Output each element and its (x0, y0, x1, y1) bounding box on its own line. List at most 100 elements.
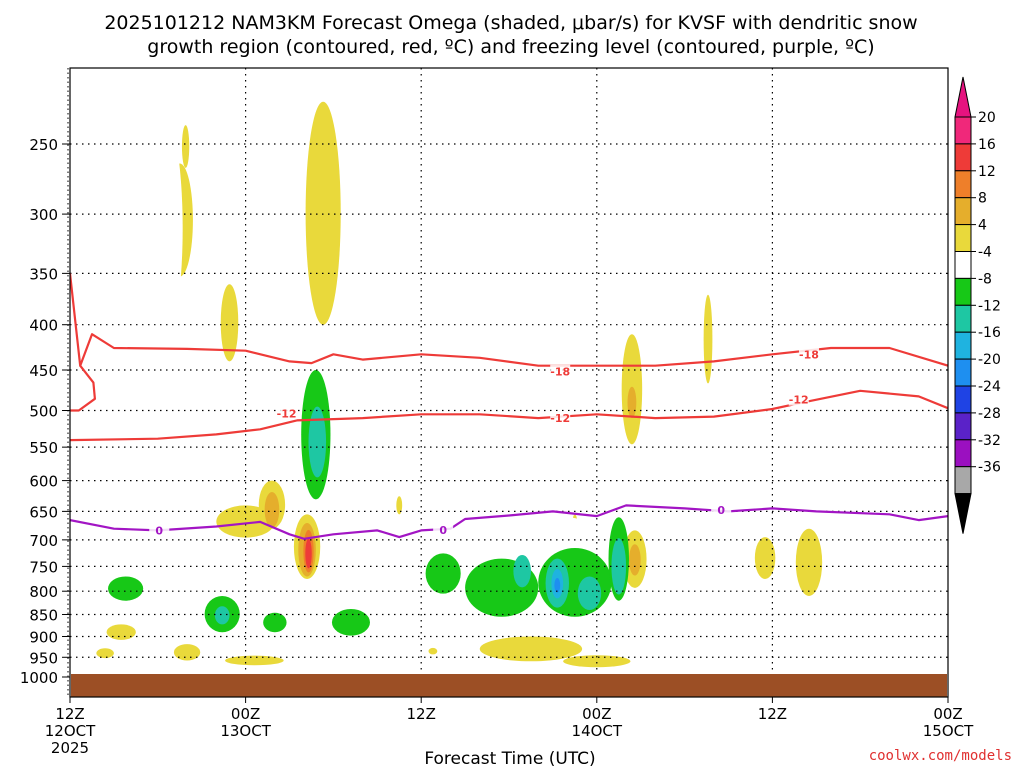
colorbar-swatch-9 (954, 331, 972, 360)
x-tick-label-24-line1: 12Z (407, 705, 436, 723)
colorbar-label-4: 8 (978, 191, 987, 207)
x-axis-label: Forecast Time (UTC) (424, 749, 595, 768)
y-tick-label-300: 300 (29, 206, 58, 224)
omega-cell-49 (378, 554, 385, 568)
x-tick-label-0-line1: 12Z (55, 705, 84, 723)
x-tick-label-0-line2: 12OCT (45, 722, 96, 740)
colorbar: 20 16 12 8 4 -4 -8 -12 -16 -20 -24 -28 -32 -36 (954, 76, 1001, 534)
y-tick-label-250: 250 (29, 136, 58, 154)
colorbar-label-3: 12 (978, 164, 996, 180)
freezing-level-label-3: 0 (717, 504, 725, 517)
gridlines (67, 68, 948, 697)
omega-cell-35 (173, 644, 201, 661)
x-tick-label-36-line1: 00Z (582, 705, 611, 723)
omega-cell-39 (563, 655, 631, 668)
contour-layer: -18 -18 -12 -12 -12 0 0 0 (70, 273, 948, 540)
colorbar-swatch-1 (954, 116, 972, 145)
y-tick-label-400: 400 (29, 317, 58, 335)
colorbar-swatch-12 (954, 412, 972, 441)
omega-cell-19 (617, 447, 635, 524)
omega-cell-57 (425, 553, 461, 594)
x-tick-label-0-line3: 2025 (51, 739, 89, 757)
omega-cell-37 (428, 647, 438, 655)
y-tick-label-450: 450 (29, 362, 58, 380)
minus18-line-label-2: -18 (799, 348, 819, 361)
minus18-line-label-bg-2 (798, 347, 819, 361)
colorbar-swatch-10 (954, 358, 972, 387)
chart-title-line-1: 2025101212 NAM3KM Forecast Omega (shaded… (104, 12, 917, 34)
omega-cell-66 (554, 578, 561, 593)
x-tick-label-60-line2: 15OCT (923, 722, 974, 740)
freezing-level-label-1: 0 (155, 524, 163, 537)
colorbar-label-10: -20 (978, 352, 1001, 368)
omega-cell-30 (628, 544, 641, 576)
omega-cell-7 (627, 386, 637, 419)
x-tick-label-60-line1: 00Z (933, 705, 962, 723)
colorbar-swatch-7 (954, 277, 972, 306)
omega-cell-26 (305, 538, 312, 569)
y-tick-label-900: 900 (29, 628, 58, 646)
colorbar-label-8: -12 (978, 298, 1001, 314)
x-tick-label-12-line2: 13OCT (220, 722, 271, 740)
colorbar-swatch-13 (954, 439, 972, 468)
colorbar-swatch-2 (954, 143, 972, 172)
colorbar-label-1: 20 (978, 110, 996, 126)
omega-cell-48 (263, 612, 287, 633)
y-tick-label-950: 950 (29, 649, 58, 667)
minus12-line-label-3: -12 (789, 394, 809, 407)
minus18-line-label-1: -18 (550, 366, 570, 379)
colorbar-label-2: 16 (978, 137, 996, 153)
omega-cell-5 (305, 101, 341, 325)
minus12-line-label-1: -12 (277, 408, 297, 421)
omega-cell-64 (611, 538, 627, 595)
minus12-line-label-2: -12 (550, 412, 570, 425)
colorbar-swatch-5 (954, 224, 972, 253)
omega-cell-45 (214, 606, 230, 625)
minus12-line-contour (70, 389, 948, 442)
freezing-level-contour (70, 504, 948, 540)
colorbar-label-6: -4 (978, 245, 992, 261)
omega-cell-4 (220, 284, 239, 362)
omega-cell-2 (181, 125, 190, 168)
colorbar-swatch-4 (954, 197, 972, 226)
axes: 250 300 350 400 450 500 550 600 650 700 750 800 850 9… (20, 136, 974, 757)
omega-cell-33 (106, 624, 136, 640)
y-tick-label-850: 850 (29, 607, 58, 625)
colorbar-swatch-8 (954, 304, 972, 333)
omega-cell-10 (138, 106, 183, 350)
freezing-level-label-bg-1 (149, 523, 170, 537)
freezing-level-label-2: 0 (439, 524, 447, 537)
minus18-line-label-bg-1 (550, 364, 571, 378)
omega-cell-34 (96, 648, 114, 659)
minus18-left-lobe-contour (70, 365, 96, 412)
x-tick-label-48-line1: 12Z (758, 705, 787, 723)
minus12-line-label-bg-3 (788, 392, 809, 406)
minus18-line-contour (70, 273, 948, 367)
plot-frame (69, 67, 949, 698)
y-tick-label-350: 350 (29, 265, 58, 283)
omega-cell-22 (264, 491, 280, 528)
omega-cell-61 (513, 554, 531, 588)
omega-cell-8 (703, 294, 713, 384)
colorbar-bottom-arrow (954, 493, 972, 534)
y-tick-label-750: 750 (29, 558, 58, 576)
freezing-level-label-bg-3 (711, 503, 732, 517)
y-tick-label-650: 650 (29, 503, 58, 521)
minus12-line-label-bg-1 (276, 406, 297, 420)
omega-cell-36 (225, 655, 284, 666)
y-tick-label-550: 550 (29, 439, 58, 457)
omega-cell-32 (795, 528, 823, 596)
chart-title-line-2: growth region (contoured, red, ºC) and f… (147, 36, 874, 58)
colorbar-label-12: -28 (978, 406, 1001, 422)
omega-cell-41 (113, 534, 167, 587)
colorbar-label-9: -16 (978, 325, 1001, 341)
omega-cell-55 (696, 603, 770, 639)
colorbar-label-11: -24 (978, 379, 1001, 395)
y-tick-label-600: 600 (29, 473, 58, 491)
omega-cell-56 (765, 588, 789, 622)
omega-cell-42 (108, 576, 144, 601)
colorbar-label-13: -32 (978, 433, 1001, 449)
credit-text: coolwx.com/models (869, 748, 1012, 764)
colorbar-label-7: -8 (978, 271, 992, 287)
